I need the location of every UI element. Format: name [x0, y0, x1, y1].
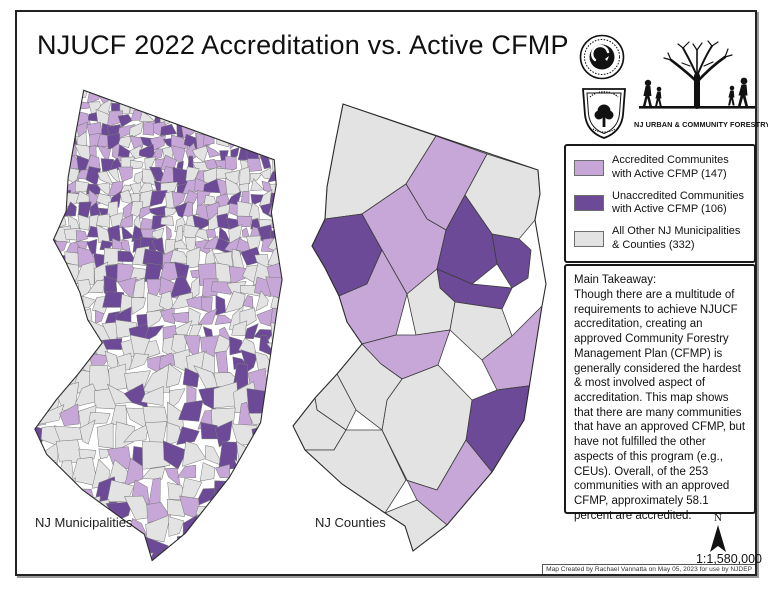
forestry-logo-caption: NJ URBAN & COMMUNITY FORESTRY [634, 120, 768, 129]
north-label: N [714, 512, 722, 524]
nj-counties-map [292, 103, 547, 552]
counties-map-label: NJ Counties [315, 515, 386, 530]
north-arrow-icon [710, 525, 726, 552]
nj-municipalities-map [34, 89, 283, 562]
map-neatline-frame: NJUCF 2022 Accreditation vs. Active CFMP [15, 10, 768, 576]
legend-item-label: All Other NJ Municipalities & Counties (… [612, 225, 741, 251]
state-outline [34, 89, 283, 562]
legend-item-other: All Other NJ Municipalities & Counties (… [574, 225, 746, 253]
legend-item-label: Accredited Communites with Active CFMP (… [612, 154, 729, 180]
forest-service-shield-logo [582, 88, 626, 139]
takeaway-body: Though there are a multitude of requirem… [574, 288, 746, 522]
map-credit: Map Created by Rachael Vannatta on May 0… [542, 564, 755, 574]
legend: Accredited Communites with Active CFMP (… [564, 144, 756, 263]
other-color-swatch [574, 230, 604, 247]
municipalities-map-label: NJ Municipalities [35, 515, 133, 530]
unaccredited-color-swatch [574, 195, 604, 212]
legend-item-label: Unaccredited Communities with Active CFM… [612, 189, 745, 216]
people-silhouettes [642, 77, 748, 106]
njdep-seal-logo [579, 34, 625, 80]
takeaway-heading: Main Takeaway: [574, 274, 657, 286]
legend-item-accredited: Accredited Communites with Active CFMP (… [574, 154, 746, 182]
municipality-cells [34, 90, 283, 561]
state-outline [292, 103, 547, 552]
legend-item-unaccredited: Unaccredited Communities with Active CFM… [574, 190, 746, 218]
page-title: NJUCF 2022 Accreditation vs. Active CFMP [37, 30, 569, 60]
county-polygons [293, 104, 546, 551]
accredited-color-swatch [574, 159, 604, 176]
scale-text: 1:1,580,000 [695, 552, 762, 566]
main-takeaway-box: Main Takeaway: Though there are a multit… [564, 264, 756, 522]
urban-forestry-tree-logo [639, 40, 755, 109]
